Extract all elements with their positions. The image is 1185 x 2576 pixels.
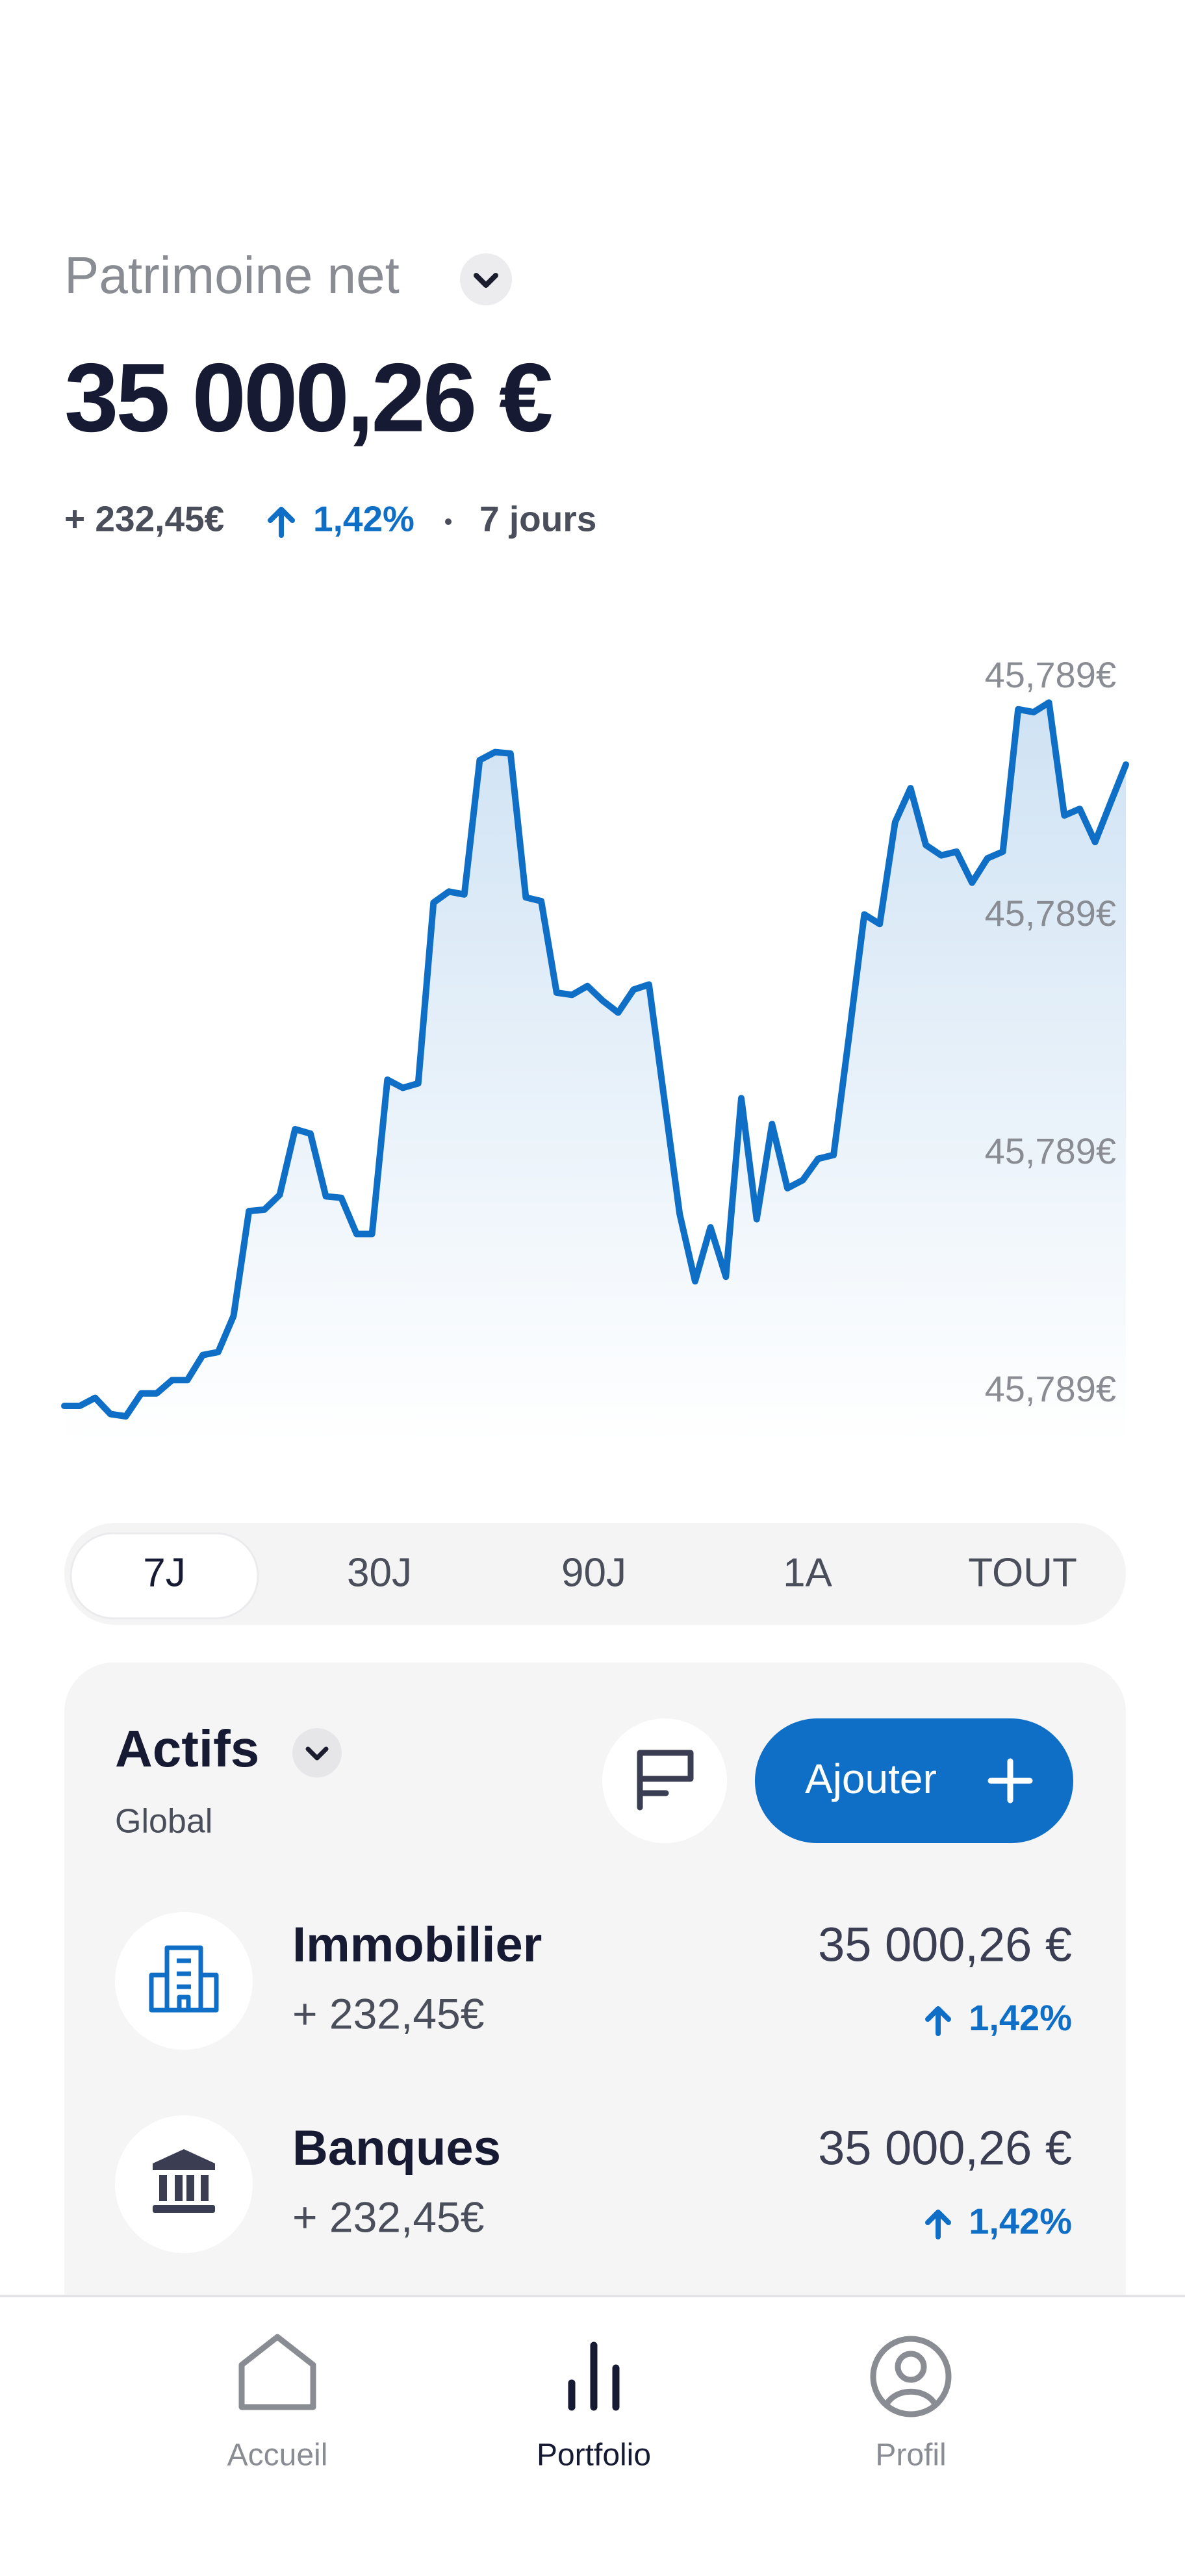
- asset-change: + 232,45€: [292, 2193, 484, 2241]
- home-icon[interactable]: [238, 2334, 316, 2410]
- range-tab[interactable]: 7J: [143, 1550, 185, 1595]
- asset-percent: 1,42%: [969, 1997, 1072, 2038]
- bank-icon: [115, 2115, 253, 2253]
- period-label: 7 jours: [479, 499, 596, 539]
- title-dropdown[interactable]: [460, 253, 512, 305]
- bottom-nav: [0, 2296, 1185, 2573]
- selected-tab: [70, 1532, 259, 1620]
- up-arrow-icon: [925, 2006, 951, 2036]
- asset-change: + 232,45€: [292, 1989, 484, 2037]
- assets-dropdown[interactable]: [292, 1728, 342, 1778]
- area-fill: [64, 702, 1126, 1444]
- assets-subtitle: Global: [115, 1803, 212, 1841]
- profile-icon[interactable]: [870, 2336, 952, 2417]
- header-change-percent: 1,42%: [313, 499, 414, 539]
- header-title: Patrimoine net: [64, 246, 400, 304]
- asset-name[interactable]: Banques: [292, 2121, 501, 2176]
- portfolio-icon[interactable]: [568, 2341, 620, 2411]
- add-button[interactable]: Ajouter: [755, 1718, 1073, 1843]
- y-axis-label: 45,789€: [985, 654, 1116, 695]
- nav-label[interactable]: Profil: [875, 2438, 946, 2473]
- range-tab[interactable]: TOUT: [968, 1550, 1077, 1595]
- asset-name[interactable]: Immobilier: [292, 1917, 542, 1972]
- y-axis-label: 45,789€: [985, 1130, 1116, 1171]
- assets-title: Actifs: [115, 1720, 259, 1778]
- net-worth-line: [61, 699, 1129, 1420]
- range-tab[interactable]: 90J: [561, 1550, 626, 1595]
- up-arrow-icon: [925, 2210, 951, 2239]
- range-tab[interactable]: 30J: [347, 1550, 412, 1595]
- filter-button[interactable]: [602, 1718, 727, 1843]
- up-arrow-icon: [268, 507, 295, 538]
- nav-label[interactable]: Accueil: [227, 2438, 328, 2473]
- y-axis-label: 45,789€: [985, 1368, 1116, 1409]
- header-change: + 232,45€: [64, 499, 224, 539]
- asset-amount: 35 000,26 €: [818, 1918, 1072, 1972]
- add-button-label: Ajouter: [805, 1755, 937, 1802]
- y-axis-label: 45,789€: [985, 893, 1116, 934]
- range-tab[interactable]: 1A: [783, 1550, 832, 1595]
- nav-label[interactable]: Portfolio: [537, 2438, 651, 2473]
- asset-percent: 1,42%: [969, 2200, 1072, 2241]
- range-tabs: [64, 1523, 1126, 1625]
- chart: 45,789€ 45,789€ 45,789€ 45,789€: [61, 654, 1129, 1444]
- asset-amount: 35 000,26 €: [818, 2121, 1072, 2175]
- building-icon: [115, 1912, 253, 2050]
- separator-dot: [445, 518, 452, 525]
- net-worth-amount: 35 000,26 €: [64, 343, 552, 452]
